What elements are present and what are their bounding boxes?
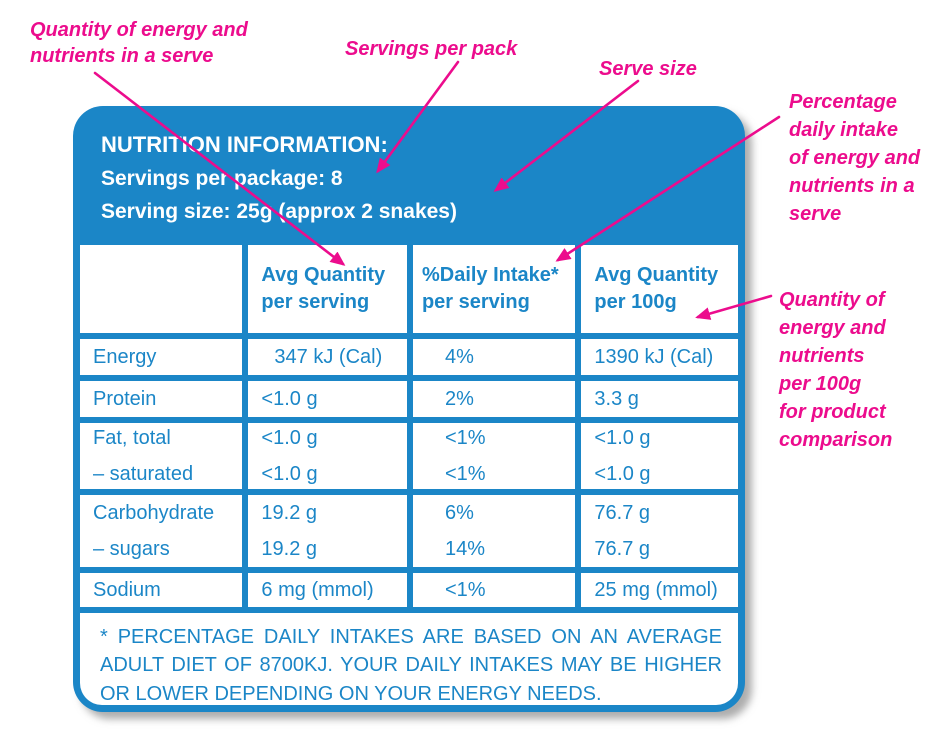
row-energy-daily-intake: 4% [412, 339, 576, 375]
col-header-per-serving: Avg Quantity per serving [248, 245, 407, 333]
table-corner-cell [80, 245, 243, 333]
annotation-serve-quantity: Quantity of energy and nutrients in a se… [30, 19, 248, 68]
row-energy-per-serving: 347 kJ (Cal) [248, 339, 407, 375]
annotation-daily-intake: Percentage daily intake of energy and nu… [789, 91, 921, 225]
panel-header: NUTRITION INFORMATION: Servings per pack… [80, 106, 738, 245]
row-carbohydrate-per-100g: 76.7 g 76.7 g [581, 495, 738, 567]
row-sodium-per-serving: 6 mg (mmol) [248, 573, 407, 607]
row-energy-name: Energy [80, 339, 243, 375]
row-sodium-per-100g: 25 mg (mmol) [581, 573, 738, 607]
servings-per-package-line: Servings per package: 8 [101, 167, 343, 190]
annotation-per-100g: Quantity of energy and nutrients per 100… [779, 289, 893, 451]
col-header-per-100g: Avg Quantity per 100g [581, 245, 738, 333]
annotation-serve-size: Serve size [599, 58, 697, 80]
serving-size-line: Serving size: 25g (approx 2 snakes) [101, 200, 457, 223]
col-header-daily-intake: %Daily Intake* per serving [412, 245, 576, 333]
annotation-servings-per-pack: Servings per pack [345, 38, 518, 60]
nutrition-table: Avg Quantity per serving %Daily Intake* … [80, 245, 738, 607]
row-energy-per-100g: 1390 kJ (Cal) [581, 339, 738, 375]
row-fat-per-serving: <1.0 g <1.0 g [248, 423, 407, 489]
row-fat-name: Fat, total – saturated [80, 423, 243, 489]
row-sodium-name: Sodium [80, 573, 243, 607]
row-protein-daily-intake: 2% [412, 381, 576, 417]
row-protein-per-serving: <1.0 g [248, 381, 407, 417]
daily-intake-footnote: * PERCENTAGE DAILY INTAKES ARE BASED ON … [80, 613, 738, 705]
row-carbohydrate-name: Carbohydrate – sugars [80, 495, 243, 567]
row-fat-daily-intake: <1% <1% [412, 423, 576, 489]
panel-title: NUTRITION INFORMATION: [101, 132, 388, 157]
row-carbohydrate-daily-intake: 6% 14% [412, 495, 576, 567]
nutrition-panel: NUTRITION INFORMATION: Servings per pack… [73, 106, 745, 712]
row-sodium-daily-intake: <1% [412, 573, 576, 607]
row-carbohydrate-per-serving: 19.2 g 19.2 g [248, 495, 407, 567]
row-protein-name: Protein [80, 381, 243, 417]
row-fat-per-100g: <1.0 g <1.0 g [581, 423, 738, 489]
row-protein-per-100g: 3.3 g [581, 381, 738, 417]
